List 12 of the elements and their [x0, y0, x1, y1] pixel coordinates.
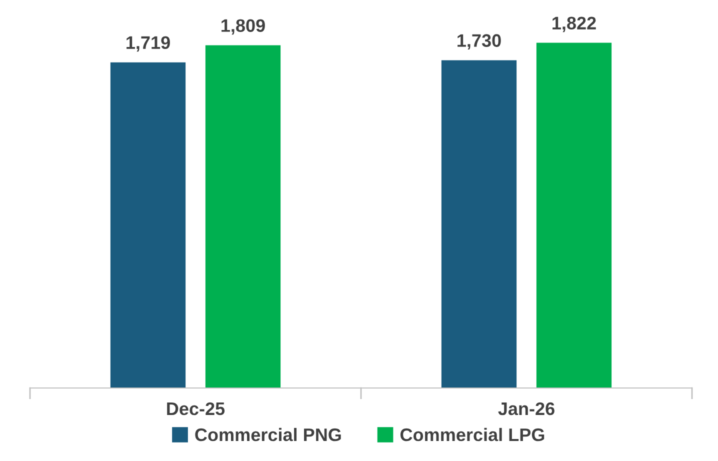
bar: [441, 60, 517, 388]
bar: [536, 42, 612, 388]
data-label: 1,730: [458, 34, 501, 50]
data-label: 1,822: [552, 16, 596, 32]
legend-label: Commercial LPG: [400, 428, 544, 442]
bar: [205, 45, 281, 388]
legend-label: Commercial PNG: [195, 428, 341, 442]
data-label: 1,809: [222, 19, 265, 35]
bar: [110, 62, 186, 388]
data-label: 1,719: [126, 36, 170, 52]
x-tick-label: Dec-25: [167, 402, 225, 416]
x-tick-label: Jan-26: [498, 402, 554, 416]
